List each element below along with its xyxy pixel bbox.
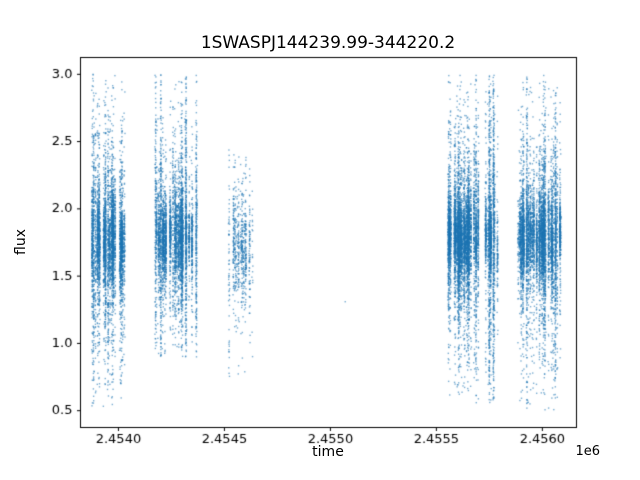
chart-title: 1SWASPJ144239.99-344220.2 (200, 33, 456, 53)
x-axis-offset-label: 1e6 (575, 444, 600, 459)
x-axis-label: time (312, 444, 344, 460)
y-axis-label: flux (13, 229, 29, 255)
